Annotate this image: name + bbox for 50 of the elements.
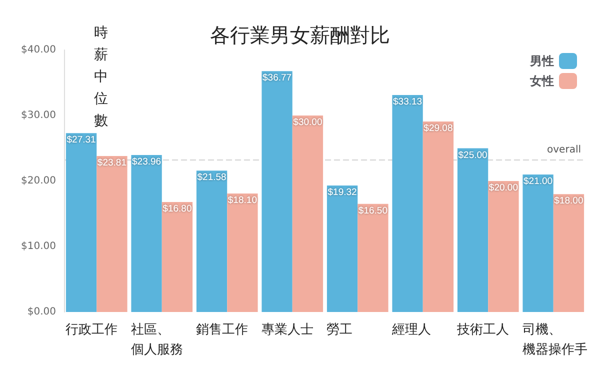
x-tick-label: 經理人 xyxy=(390,322,431,338)
data-label: $23.81 xyxy=(97,158,126,169)
y-tick-label: $0.00 xyxy=(27,306,56,318)
bar xyxy=(422,122,454,312)
bar xyxy=(262,71,292,312)
y-axis-title: 時薪中位數 xyxy=(94,24,109,131)
x-tick-label: 勞工 xyxy=(326,322,353,338)
y-tick-label: $10.00 xyxy=(21,241,56,252)
data-label: $16.80 xyxy=(162,203,192,214)
y-tick-label: $30.00 xyxy=(21,110,56,121)
bar xyxy=(162,202,193,312)
data-label: $30.00 xyxy=(293,117,322,128)
bar xyxy=(392,95,423,312)
bar xyxy=(522,174,554,312)
data-label: $19.32 xyxy=(328,186,357,198)
data-label: $25.00 xyxy=(458,150,488,161)
legend-label: 男性 xyxy=(529,54,554,68)
bar xyxy=(457,148,488,312)
bar xyxy=(96,156,128,312)
bar xyxy=(131,155,162,312)
data-label: $23.96 xyxy=(132,156,162,168)
x-tick-label: 銷售工作 xyxy=(196,322,248,338)
x-tick-label: 社區、個人服務 xyxy=(130,322,183,358)
y-tick-label: $20.00 xyxy=(21,176,56,186)
data-label: $33.13 xyxy=(393,96,422,108)
x-tick-label: 行政工作 xyxy=(66,322,118,338)
bar xyxy=(292,116,324,312)
bar xyxy=(553,194,584,312)
data-label: $16.50 xyxy=(358,205,388,216)
data-label: $21.00 xyxy=(524,176,553,187)
bar xyxy=(326,185,358,312)
data-label: $36.77 xyxy=(262,72,292,84)
data-label: $18.00 xyxy=(554,196,584,207)
data-label: $18.10 xyxy=(228,194,257,206)
legend-label: 女性 xyxy=(529,74,554,88)
x-tick-label: 專業人士 xyxy=(261,322,314,338)
ref-line-label: overall xyxy=(547,144,581,156)
bar xyxy=(358,204,388,312)
data-label: $29.08 xyxy=(424,123,453,134)
data-label: $21.58 xyxy=(197,172,226,184)
y-tick-label: $40.00 xyxy=(21,44,56,56)
data-label: $20.00 xyxy=(488,182,518,194)
data-label: $27.31 xyxy=(66,134,96,146)
x-tick-label: 技術工人 xyxy=(456,322,510,338)
bar xyxy=(66,133,97,312)
bar xyxy=(488,181,519,312)
x-tick-label: 司機、機器操作手 xyxy=(522,322,588,358)
bar xyxy=(196,170,228,312)
chart-title: 各行業男女薪酬對比 xyxy=(210,23,390,47)
bar xyxy=(227,193,258,312)
